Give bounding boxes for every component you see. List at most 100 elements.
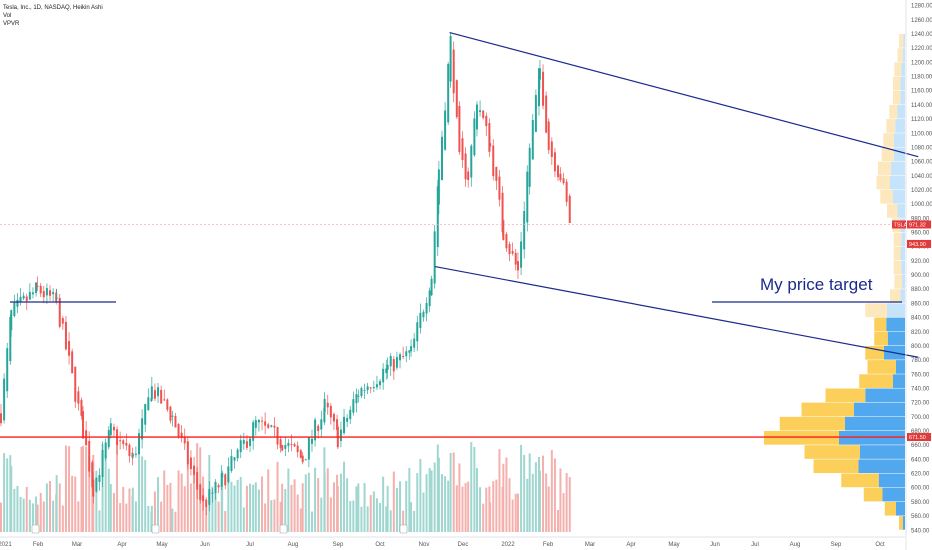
- volume-bar: [382, 476, 385, 532]
- volume-bar: [461, 486, 464, 532]
- candle-body: [25, 296, 28, 301]
- volume-bar: [16, 486, 19, 532]
- candle-body: [520, 241, 523, 268]
- candle-body: [489, 143, 492, 147]
- volume-bar: [55, 475, 58, 532]
- vp-row-up: [876, 175, 890, 190]
- volume-bar: [389, 510, 392, 532]
- volume-bar: [98, 510, 101, 532]
- candle-body: [171, 415, 174, 417]
- candle-body: [101, 450, 104, 478]
- time-tick-label: Aug: [790, 542, 801, 548]
- vpvr-indicator-label: VPVR: [3, 21, 20, 27]
- volume-profile: [764, 34, 905, 530]
- time-tick-label: Jul: [751, 542, 759, 548]
- price-axis[interactable]: 540.00 560.00 580.00 600.00 620.00 640.00 660.…: [892, 0, 932, 550]
- candle-body: [287, 443, 290, 447]
- candle-body: [479, 110, 482, 113]
- candle-body: [317, 425, 320, 432]
- candle-body: [150, 386, 153, 400]
- candle-body: [352, 399, 355, 413]
- volume-bar: [304, 474, 307, 532]
- candle-body: [485, 115, 488, 127]
- lower-trendline: [434, 265, 919, 358]
- price-tick-label: 680.00: [911, 429, 930, 435]
- candle-body: [157, 387, 160, 397]
- vp-row-down: [901, 232, 905, 247]
- volume-bar: [150, 505, 153, 532]
- candle-body: [482, 110, 485, 118]
- candle-body: [455, 80, 458, 118]
- vp-row-up: [893, 90, 901, 105]
- time-tick-label: Mar: [585, 542, 595, 548]
- volume-bar: [128, 488, 131, 532]
- candle-body: [293, 444, 296, 447]
- volume-bar: [329, 497, 332, 532]
- candle-body: [314, 419, 317, 441]
- vp-row-up: [865, 345, 884, 360]
- candle-body: [122, 440, 125, 445]
- candle-body: [410, 346, 413, 352]
- volume-bar: [455, 485, 458, 532]
- vp-row-down: [902, 48, 905, 62]
- candle-body: [382, 368, 385, 383]
- volume-bar: [314, 467, 317, 532]
- symbol-tag-label: TSLA: [894, 222, 908, 228]
- candle-body: [464, 153, 467, 180]
- volume-bar: [174, 511, 177, 532]
- vp-row-up: [899, 516, 903, 530]
- candle-body: [568, 195, 571, 223]
- candle-body: [501, 192, 504, 232]
- vp-row-down: [902, 275, 905, 289]
- volume-bar: [284, 489, 287, 532]
- time-tick-label: Jul: [246, 542, 254, 548]
- candle-body: [3, 378, 6, 421]
- candle-body: [193, 465, 196, 475]
- volume-bar: [360, 506, 363, 532]
- price-tick-label: 1060.00: [911, 160, 932, 166]
- vp-row-up: [841, 473, 879, 488]
- time-tick-label: Mar: [72, 542, 82, 548]
- candle-body: [236, 449, 239, 459]
- volume-bar: [39, 492, 42, 532]
- price-tick-label: 920.00: [911, 259, 930, 265]
- volume-bar: [6, 458, 9, 532]
- candle-body: [208, 489, 211, 505]
- candle-body: [425, 303, 428, 314]
- event-marker: [279, 524, 288, 534]
- volume-bar: [399, 481, 402, 532]
- candle-body: [433, 231, 436, 284]
- candle-body: [264, 421, 267, 426]
- volume-bar: [119, 503, 122, 532]
- volume-bar: [433, 462, 436, 532]
- time-tick-label: 2022: [501, 542, 515, 548]
- vp-row-down: [845, 416, 905, 431]
- candle-body: [119, 440, 122, 442]
- candle-body: [91, 462, 94, 488]
- volume-bar: [482, 503, 485, 532]
- volume-bar: [169, 482, 172, 532]
- candle-body: [473, 118, 476, 156]
- volume-bar: [279, 501, 282, 532]
- volume-bar: [528, 453, 531, 532]
- volume-bar: [553, 458, 556, 532]
- volume-bar: [214, 492, 217, 532]
- volume-bar: [440, 474, 443, 532]
- volume-bar: [410, 502, 413, 532]
- volume-bar: [408, 467, 411, 532]
- candle-body: [458, 106, 461, 153]
- candle-body: [45, 288, 48, 296]
- volume-bar: [74, 476, 77, 532]
- candle-body: [267, 424, 270, 428]
- candle-body: [254, 420, 257, 428]
- candle-body: [408, 350, 411, 353]
- candle-body: [386, 364, 389, 370]
- vp-row-up: [881, 147, 894, 162]
- candle-body: [357, 395, 360, 397]
- drawings[interactable]: [0, 32, 919, 438]
- time-axis[interactable]: 2021 Feb Mar Apr May Jun Jul Aug Sep Oct Nov Dec 202…: [0, 536, 905, 548]
- volume-bar: [545, 473, 548, 532]
- candle-body: [511, 251, 514, 254]
- candle-body: [177, 424, 180, 437]
